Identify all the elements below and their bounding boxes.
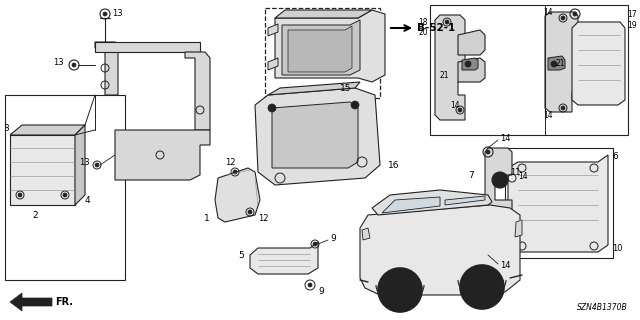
Polygon shape bbox=[382, 197, 440, 213]
Text: 7: 7 bbox=[468, 171, 474, 180]
Bar bbox=[430, 5, 628, 135]
Polygon shape bbox=[445, 196, 485, 205]
Circle shape bbox=[388, 278, 412, 302]
Circle shape bbox=[395, 285, 405, 295]
Circle shape bbox=[18, 193, 22, 197]
Text: 15: 15 bbox=[340, 84, 351, 92]
Polygon shape bbox=[515, 220, 522, 237]
Text: 3: 3 bbox=[3, 124, 9, 132]
Polygon shape bbox=[282, 20, 360, 75]
Circle shape bbox=[486, 250, 490, 254]
Text: 16: 16 bbox=[388, 161, 399, 170]
Text: SZN4B1370B: SZN4B1370B bbox=[577, 303, 628, 312]
Polygon shape bbox=[462, 58, 478, 70]
Polygon shape bbox=[485, 148, 512, 255]
Polygon shape bbox=[572, 22, 625, 105]
Circle shape bbox=[233, 170, 237, 174]
Polygon shape bbox=[435, 15, 465, 120]
Text: 9: 9 bbox=[330, 234, 336, 243]
Text: 11: 11 bbox=[510, 167, 520, 177]
Text: 14: 14 bbox=[450, 100, 460, 109]
Text: 13: 13 bbox=[79, 157, 90, 166]
Text: 1: 1 bbox=[204, 213, 210, 222]
Polygon shape bbox=[362, 228, 370, 240]
Polygon shape bbox=[115, 130, 210, 180]
Text: 14: 14 bbox=[500, 261, 511, 270]
Polygon shape bbox=[288, 26, 352, 72]
Circle shape bbox=[551, 61, 557, 67]
Text: 18: 18 bbox=[419, 18, 428, 27]
Polygon shape bbox=[75, 125, 85, 205]
Circle shape bbox=[477, 282, 487, 292]
Text: 20: 20 bbox=[419, 28, 428, 36]
Polygon shape bbox=[10, 125, 85, 135]
Circle shape bbox=[470, 275, 494, 299]
Polygon shape bbox=[10, 135, 75, 205]
Circle shape bbox=[268, 104, 276, 112]
Circle shape bbox=[465, 61, 471, 67]
Circle shape bbox=[492, 172, 508, 188]
Polygon shape bbox=[275, 10, 372, 18]
Polygon shape bbox=[268, 58, 278, 70]
Circle shape bbox=[561, 106, 565, 110]
Polygon shape bbox=[95, 42, 118, 95]
Text: 19: 19 bbox=[627, 20, 637, 29]
Polygon shape bbox=[372, 190, 492, 215]
Bar bbox=[505, 148, 613, 258]
Bar bbox=[5, 95, 125, 280]
Text: 17: 17 bbox=[627, 10, 637, 19]
Circle shape bbox=[103, 12, 107, 16]
Text: 12: 12 bbox=[258, 213, 269, 222]
Text: B-52-1: B-52-1 bbox=[417, 23, 455, 33]
Text: 14: 14 bbox=[518, 172, 527, 180]
Text: 12: 12 bbox=[225, 157, 236, 166]
Circle shape bbox=[378, 268, 422, 312]
Circle shape bbox=[351, 101, 359, 109]
Text: 13: 13 bbox=[53, 58, 64, 67]
Circle shape bbox=[95, 163, 99, 167]
Circle shape bbox=[573, 12, 577, 16]
Polygon shape bbox=[95, 42, 200, 52]
Polygon shape bbox=[548, 56, 565, 70]
Text: 21: 21 bbox=[440, 70, 449, 79]
Polygon shape bbox=[458, 30, 485, 55]
Polygon shape bbox=[255, 88, 380, 185]
Circle shape bbox=[496, 176, 504, 184]
Text: 9: 9 bbox=[318, 287, 324, 297]
Polygon shape bbox=[360, 205, 520, 295]
Circle shape bbox=[63, 193, 67, 197]
Text: 2: 2 bbox=[32, 211, 38, 220]
Circle shape bbox=[72, 63, 76, 67]
Polygon shape bbox=[272, 102, 358, 168]
Circle shape bbox=[458, 108, 462, 112]
Text: 13: 13 bbox=[112, 9, 123, 18]
Text: 4: 4 bbox=[85, 196, 91, 204]
Text: 6: 6 bbox=[612, 151, 618, 161]
Circle shape bbox=[313, 242, 317, 246]
Text: 14: 14 bbox=[500, 133, 511, 142]
Polygon shape bbox=[275, 10, 385, 82]
Circle shape bbox=[445, 20, 449, 24]
Bar bbox=[265, 8, 380, 98]
Circle shape bbox=[308, 283, 312, 287]
Polygon shape bbox=[268, 24, 278, 36]
Polygon shape bbox=[508, 155, 608, 252]
Polygon shape bbox=[250, 242, 318, 274]
Polygon shape bbox=[268, 82, 360, 95]
Polygon shape bbox=[185, 52, 210, 130]
Text: 14: 14 bbox=[543, 110, 553, 119]
Polygon shape bbox=[10, 293, 52, 311]
Circle shape bbox=[460, 265, 504, 309]
Circle shape bbox=[248, 210, 252, 214]
Circle shape bbox=[561, 16, 565, 20]
Text: FR.: FR. bbox=[55, 297, 73, 307]
Polygon shape bbox=[215, 168, 260, 222]
Text: 21: 21 bbox=[555, 59, 564, 68]
Text: 5: 5 bbox=[238, 251, 244, 260]
Polygon shape bbox=[458, 58, 485, 82]
Text: 10: 10 bbox=[612, 244, 623, 252]
Circle shape bbox=[486, 150, 490, 154]
Polygon shape bbox=[545, 12, 578, 112]
Text: 14: 14 bbox=[543, 7, 553, 17]
